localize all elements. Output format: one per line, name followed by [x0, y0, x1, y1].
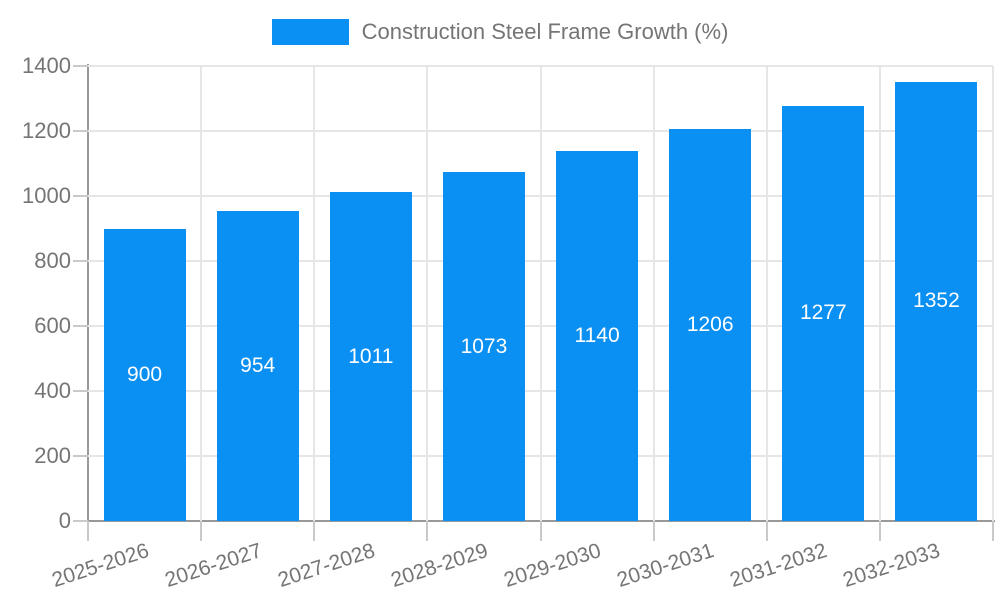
gridline-vertical	[313, 66, 316, 521]
gridline-vertical	[426, 66, 429, 521]
bar[interactable]: 1011	[329, 192, 412, 521]
bar[interactable]: 1140	[556, 150, 639, 521]
gridline-vertical	[200, 66, 203, 521]
bar-value-label: 900	[127, 362, 163, 386]
bar[interactable]: 1206	[669, 129, 752, 521]
gridline-vertical	[765, 66, 768, 521]
y-axis-label: 600	[34, 313, 71, 338]
bar-value-label: 1011	[348, 344, 394, 368]
y-axis-tick	[73, 390, 88, 392]
y-axis-tick	[73, 325, 88, 327]
y-axis-label: 1400	[22, 53, 71, 78]
bar[interactable]: 900	[103, 228, 186, 521]
bar-value-label: 1277	[799, 301, 847, 325]
y-axis-tick	[73, 65, 88, 67]
x-axis-tick	[200, 521, 203, 541]
bar[interactable]: 1073	[442, 172, 525, 521]
y-axis-label: 0	[58, 508, 71, 533]
bar[interactable]: 1352	[895, 81, 978, 521]
bar-value-label: 1140	[574, 323, 620, 347]
legend-label: Construction Steel Frame Growth (%)	[361, 19, 729, 44]
y-axis-label: 200	[34, 443, 71, 468]
x-axis-tick	[426, 521, 429, 541]
bar-value-label: 1352	[913, 289, 960, 313]
y-axis-tick	[73, 520, 88, 522]
y-axis-tick	[73, 260, 88, 262]
legend-swatch[interactable]	[271, 19, 349, 45]
legend[interactable]: Construction Steel Frame Growth (%)	[0, 19, 1000, 45]
y-axis-label: 400	[34, 378, 71, 403]
gridline-vertical	[992, 66, 994, 521]
x-axis-tick	[992, 521, 994, 541]
y-axis-label: 1200	[22, 118, 71, 143]
y-axis-tick	[73, 130, 88, 132]
y-axis-tick	[73, 195, 88, 197]
y-axis-label: 1000	[22, 183, 71, 208]
x-axis-tick	[765, 521, 768, 541]
bar-value-label: 1206	[686, 313, 734, 337]
gridline-vertical	[878, 66, 881, 521]
bar-value-label: 1073	[460, 334, 508, 358]
bar[interactable]: 954	[216, 210, 299, 521]
x-axis-tick	[878, 521, 881, 541]
y-axis	[87, 64, 89, 521]
x-axis-tick	[87, 521, 89, 541]
y-axis-label: 800	[34, 248, 71, 273]
gridline-vertical	[539, 66, 542, 521]
x-axis-tick	[539, 521, 542, 541]
x-axis-tick	[652, 521, 655, 541]
bar[interactable]: 1277	[782, 105, 865, 521]
gridline-vertical	[652, 66, 655, 521]
bar-value-label: 954	[240, 353, 276, 377]
x-axis-tick	[313, 521, 316, 541]
y-axis-tick	[73, 455, 88, 457]
